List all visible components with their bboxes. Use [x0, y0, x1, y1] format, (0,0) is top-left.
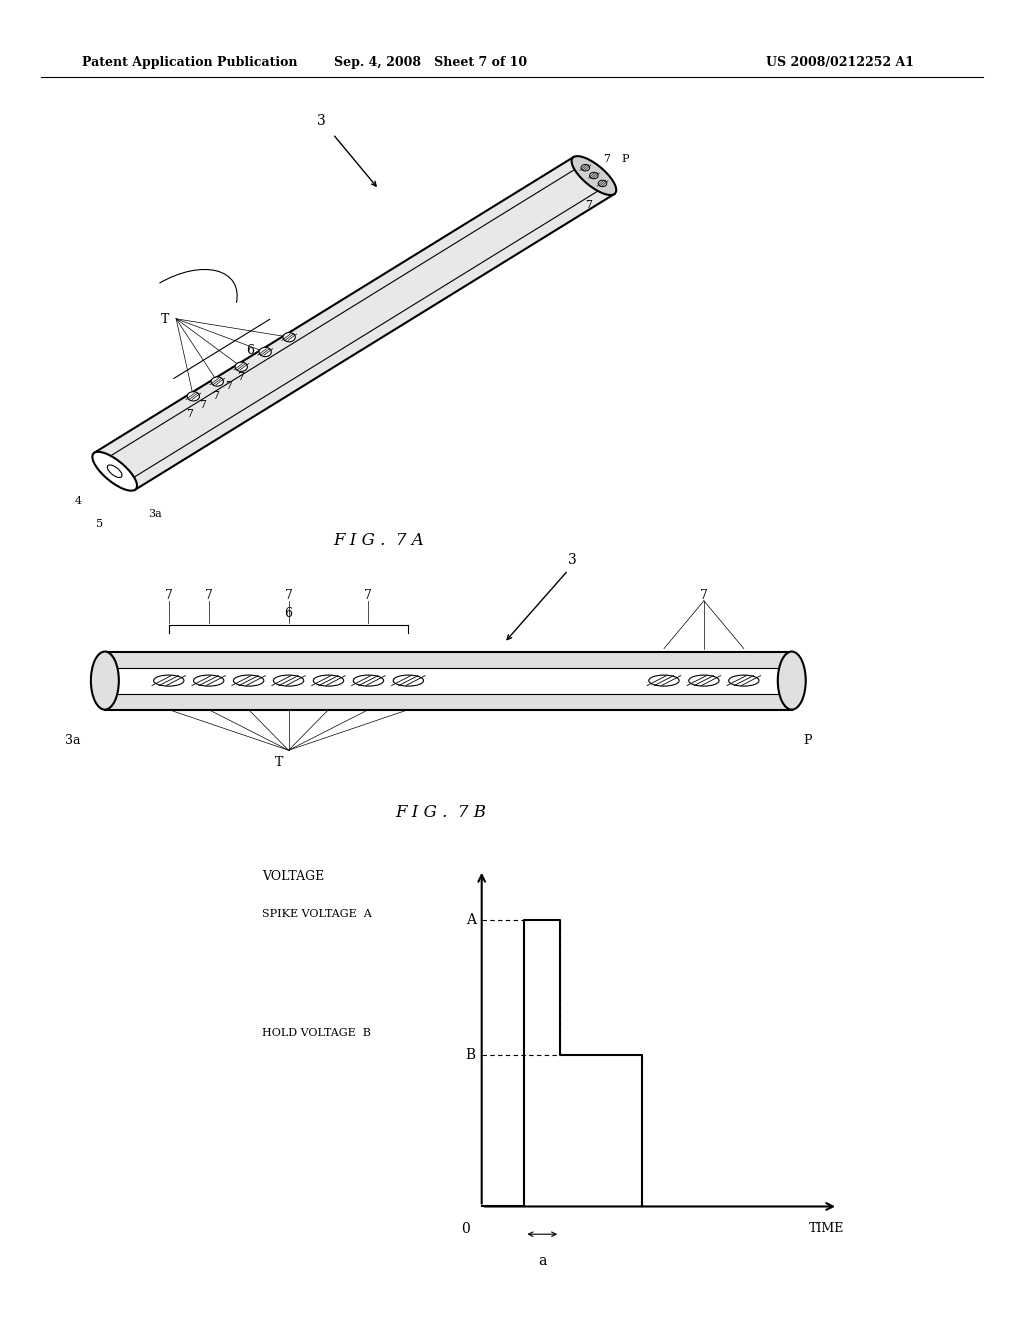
Polygon shape [94, 157, 614, 490]
Ellipse shape [259, 347, 271, 356]
Text: 7: 7 [186, 409, 193, 420]
Text: a: a [538, 1254, 547, 1269]
Ellipse shape [649, 675, 679, 686]
Text: 7: 7 [285, 589, 293, 602]
Ellipse shape [211, 378, 223, 387]
Text: 7: 7 [700, 589, 708, 602]
Text: T: T [161, 313, 169, 326]
Text: 4: 4 [75, 495, 82, 506]
Ellipse shape [154, 675, 184, 686]
Ellipse shape [283, 333, 295, 342]
Ellipse shape [91, 652, 119, 710]
Text: TIME: TIME [809, 1222, 844, 1236]
Text: SPIKE VOLTAGE  A: SPIKE VOLTAGE A [262, 909, 372, 920]
Ellipse shape [571, 156, 616, 195]
Text: P: P [622, 153, 629, 164]
Text: T: T [274, 756, 284, 770]
Text: 7: 7 [585, 199, 592, 210]
Ellipse shape [194, 675, 224, 686]
Text: 7: 7 [199, 400, 206, 411]
Text: 3a: 3a [65, 734, 81, 747]
Text: Sep. 4, 2008   Sheet 7 of 10: Sep. 4, 2008 Sheet 7 of 10 [334, 55, 526, 69]
Polygon shape [104, 652, 792, 710]
Text: 7: 7 [212, 391, 219, 401]
Ellipse shape [108, 465, 122, 478]
Text: HOLD VOLTAGE  B: HOLD VOLTAGE B [262, 1028, 371, 1039]
Text: Patent Application Publication: Patent Application Publication [82, 55, 297, 69]
Text: 7: 7 [224, 381, 231, 392]
Ellipse shape [313, 675, 344, 686]
Text: P: P [804, 734, 812, 747]
Text: B: B [466, 1048, 476, 1063]
Ellipse shape [236, 362, 248, 371]
Text: US 2008/0212252 A1: US 2008/0212252 A1 [766, 55, 913, 69]
Text: 3a: 3a [148, 510, 162, 520]
Text: 3: 3 [317, 114, 327, 128]
Ellipse shape [778, 652, 806, 710]
Text: 7: 7 [365, 589, 373, 602]
Text: 5: 5 [96, 519, 103, 529]
Text: 7: 7 [238, 372, 245, 383]
Text: 6: 6 [285, 607, 293, 619]
Ellipse shape [729, 675, 759, 686]
Text: A: A [466, 913, 476, 928]
Text: F I G .  7 A: F I G . 7 A [334, 532, 424, 549]
Ellipse shape [273, 675, 304, 686]
Ellipse shape [689, 675, 719, 686]
Ellipse shape [187, 392, 200, 401]
Text: 7: 7 [603, 153, 610, 164]
Text: 6: 6 [247, 343, 254, 356]
Polygon shape [104, 668, 792, 694]
Ellipse shape [353, 675, 384, 686]
Text: 0: 0 [461, 1222, 470, 1237]
Text: 3: 3 [568, 553, 577, 568]
Text: VOLTAGE: VOLTAGE [262, 870, 325, 883]
Ellipse shape [393, 675, 424, 686]
Text: F I G .  7 B: F I G . 7 B [395, 804, 485, 821]
Ellipse shape [233, 675, 264, 686]
Text: 7: 7 [205, 589, 213, 602]
Text: 7: 7 [165, 589, 173, 602]
Ellipse shape [92, 451, 137, 491]
